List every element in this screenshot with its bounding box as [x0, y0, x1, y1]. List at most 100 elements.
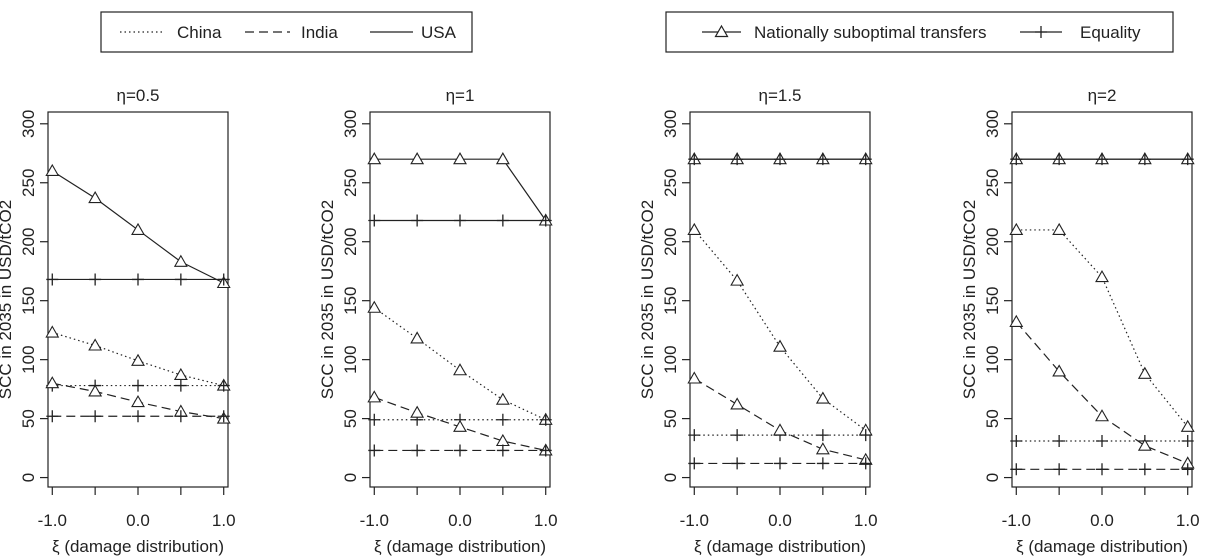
- data-point-triangle: [367, 300, 382, 313]
- y-tick-label: 100: [341, 345, 360, 373]
- y-tick-label: 150: [983, 286, 1002, 314]
- y-axis-label: SCC in 2035 in USD/tCO2: [318, 200, 337, 399]
- data-point-plus: [174, 273, 187, 286]
- series-line: [374, 158, 547, 221]
- data-point-plus: [816, 153, 829, 166]
- data-point-plus: [774, 457, 786, 470]
- y-tick-label: 50: [19, 409, 38, 428]
- legend-label-suboptimal: Nationally suboptimal transfers: [754, 23, 986, 42]
- series-india-plus: [46, 410, 230, 423]
- legend-countries: China India USA: [100, 11, 473, 53]
- series-usa-plus: [688, 153, 872, 166]
- data-point-triangle: [410, 405, 425, 418]
- legend-entry-equality: Equality: [1020, 23, 1141, 42]
- data-point-triangle: [730, 397, 745, 410]
- data-point-triangle: [1137, 366, 1152, 379]
- y-tick-label: 200: [19, 228, 38, 256]
- data-point-triangle: [453, 363, 467, 376]
- y-tick-label: 50: [341, 409, 360, 428]
- data-point-plus: [1096, 153, 1108, 166]
- legend-entry-india: India: [245, 23, 338, 42]
- legend-label-india: India: [301, 23, 338, 42]
- y-tick-label: 300: [983, 110, 1002, 138]
- data-point-plus: [132, 379, 144, 392]
- x-tick-label: 1.0: [854, 511, 878, 530]
- data-point-triangle: [45, 163, 60, 177]
- y-axis-label: SCC in 2035 in USD/tCO2: [638, 200, 657, 399]
- data-point-plus: [1096, 463, 1108, 476]
- data-point-plus: [411, 444, 424, 457]
- legend-markers-box: [665, 11, 1174, 53]
- data-point-triangle: [88, 190, 103, 204]
- y-tick-label: 300: [341, 110, 360, 138]
- series-usa-triangle: [45, 163, 231, 289]
- x-axis-label: ξ (damage distribution): [374, 537, 546, 556]
- legend-entry-suboptimal: Nationally suboptimal transfers: [702, 23, 986, 42]
- data-point-triangle: [1095, 269, 1109, 283]
- data-point-plus: [1181, 463, 1194, 476]
- x-tick-label: 1.0: [212, 511, 236, 530]
- data-point-plus: [217, 273, 230, 286]
- data-point-plus: [1010, 153, 1023, 166]
- y-tick-label: 0: [983, 473, 1002, 482]
- data-point-plus: [859, 457, 872, 470]
- y-tick-label: 200: [341, 228, 360, 256]
- data-point-plus: [174, 410, 187, 423]
- series-line: [693, 229, 867, 431]
- data-point-plus: [496, 214, 509, 227]
- data-point-triangle: [773, 423, 787, 436]
- y-tick-label: 0: [19, 473, 38, 482]
- x-tick-label: 0.0: [1090, 511, 1114, 530]
- panel-title: η=2: [1088, 86, 1117, 105]
- data-point-triangle: [1052, 222, 1067, 235]
- data-point-plus: [89, 273, 102, 286]
- data-point-triangle: [410, 331, 425, 344]
- data-point-plus: [859, 153, 872, 166]
- data-point-plus: [1010, 463, 1023, 476]
- data-point-plus: [539, 444, 552, 457]
- data-point-triangle: [1052, 364, 1067, 377]
- series-line: [693, 377, 866, 461]
- data-point-plus: [217, 379, 230, 392]
- data-point-plus: [368, 444, 381, 457]
- x-axis-label: ξ (damage distribution): [1016, 537, 1188, 556]
- data-point-plus: [174, 379, 187, 392]
- x-tick-label: 0.0: [768, 511, 792, 530]
- data-point-triangle: [495, 433, 510, 447]
- chart-panel: η=1.5 0 50 100 150 200 250 300 -1.0 0.0 1.0 ξ (dama…: [638, 86, 878, 556]
- series-india-plus: [1010, 463, 1194, 476]
- data-point-triangle: [45, 325, 60, 338]
- data-point-triangle: [131, 222, 145, 235]
- data-point-plus: [132, 273, 144, 286]
- x-tick-label: 0.0: [126, 511, 150, 530]
- data-point-triangle: [1009, 222, 1024, 235]
- y-tick-label: 150: [661, 286, 680, 314]
- chart-panel: η=2 0 50 100 150 200 250 300 -1.0 0.0 1.0 ξ (damage…: [960, 86, 1200, 556]
- x-tick-label: -1.0: [38, 511, 67, 530]
- data-point-triangle: [730, 273, 745, 286]
- x-axis-label: ξ (damage distribution): [694, 537, 866, 556]
- data-point-triangle: [495, 152, 510, 165]
- data-point-triangle: [815, 442, 830, 455]
- series-china-triangle: [1009, 222, 1195, 432]
- series-usa-plus: [368, 214, 552, 227]
- data-point-triangle: [131, 394, 145, 408]
- data-point-triangle: [173, 367, 188, 381]
- data-point-plus: [539, 214, 552, 227]
- legend-entry-china: China: [120, 23, 222, 42]
- data-point-plus: [731, 153, 744, 166]
- y-tick-label: 250: [19, 169, 38, 197]
- y-tick-label: 100: [661, 345, 680, 373]
- y-tick-label: 250: [983, 169, 1002, 197]
- y-tick-label: 250: [341, 169, 360, 197]
- chart-panel: η=1 0 50 100 150 200 250 300 -1.0 0.0 1.0 ξ (damage…: [318, 86, 558, 556]
- data-point-plus: [1181, 153, 1194, 166]
- y-axis-label: SCC in 2035 in USD/tCO2: [960, 200, 979, 399]
- data-point-triangle: [495, 392, 510, 405]
- y-tick-label: 0: [661, 473, 680, 482]
- y-tick-label: 50: [983, 409, 1002, 428]
- data-point-plus: [816, 429, 829, 442]
- series-line: [1016, 229, 1189, 428]
- legend-plus-marker: [1035, 26, 1047, 38]
